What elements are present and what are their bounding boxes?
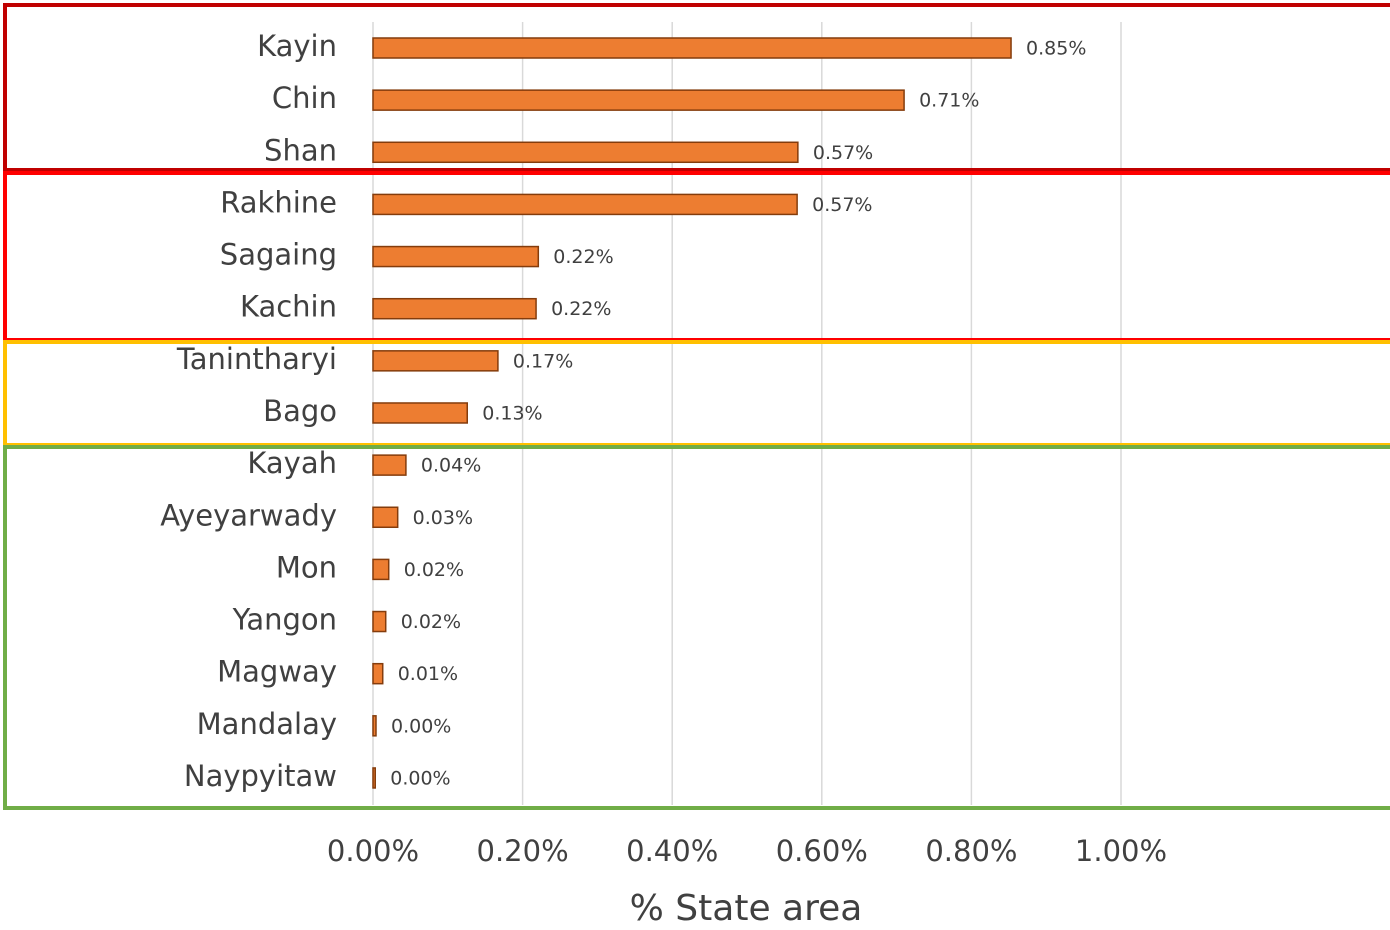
- x-axis-title: % State area: [630, 888, 863, 929]
- x-tick-label: 0.40%: [626, 834, 718, 868]
- group-box: [3, 3, 1390, 172]
- bar: [372, 245, 540, 268]
- bar: [372, 193, 798, 216]
- bar: [372, 350, 499, 372]
- data-label: 0.01%: [398, 663, 458, 685]
- data-label: 0.03%: [413, 507, 473, 529]
- y-tick-label: Tanintharyi: [176, 342, 337, 376]
- y-tick-label: Mon: [276, 550, 337, 584]
- x-tick-label: 0.80%: [925, 834, 1017, 868]
- data-label: 0.00%: [391, 715, 451, 737]
- data-label: 0.85%: [1026, 38, 1086, 60]
- y-tick-label: Shan: [264, 133, 337, 167]
- bar: [372, 454, 407, 476]
- x-tick-label: 0.00%: [327, 834, 419, 868]
- data-label: 0.17%: [513, 350, 573, 372]
- bar: [372, 89, 905, 111]
- data-label: 0.00%: [390, 767, 450, 789]
- y-tick-label: Mandalay: [197, 707, 337, 741]
- y-tick-label: Rakhine: [220, 185, 337, 219]
- data-label: 0.22%: [553, 246, 613, 268]
- group-box: [3, 445, 1390, 810]
- y-tick-label: Magway: [217, 655, 337, 689]
- bar: [372, 715, 377, 737]
- bar: [372, 297, 537, 320]
- data-label: 0.04%: [421, 455, 481, 477]
- y-tick-label: Kayin: [257, 29, 337, 63]
- data-label: 0.71%: [919, 90, 979, 112]
- bars: [372, 37, 1012, 789]
- y-tick-label: Kachin: [240, 290, 337, 324]
- x-tick-label: 1.00%: [1075, 834, 1167, 868]
- bar: [372, 610, 387, 633]
- y-tick-label: Naypyitaw: [184, 759, 337, 793]
- y-tick-label: Sagaing: [220, 238, 337, 272]
- y-tick-label: Kayah: [247, 446, 337, 480]
- y-tick-label: Chin: [272, 81, 337, 115]
- x-tick-label: 0.60%: [776, 834, 868, 868]
- y-tick-label: Yangon: [232, 603, 337, 637]
- bar: [372, 402, 468, 424]
- data-label: 0.57%: [812, 194, 872, 216]
- bar: [372, 662, 384, 685]
- data-label: 0.57%: [813, 142, 873, 164]
- data-label: 0.22%: [551, 298, 611, 320]
- data-label: 0.02%: [404, 559, 464, 581]
- bar: [372, 37, 1012, 59]
- x-tick-label: 0.20%: [477, 834, 569, 868]
- bar: [372, 141, 799, 164]
- bar: [372, 767, 376, 789]
- y-tick-label: Bago: [263, 394, 337, 428]
- data-label: 0.02%: [401, 611, 461, 633]
- y-tick-label: Ayeyarwady: [160, 498, 337, 532]
- bar: [372, 558, 390, 581]
- data-label: 0.13%: [482, 402, 542, 424]
- bar: [372, 506, 399, 529]
